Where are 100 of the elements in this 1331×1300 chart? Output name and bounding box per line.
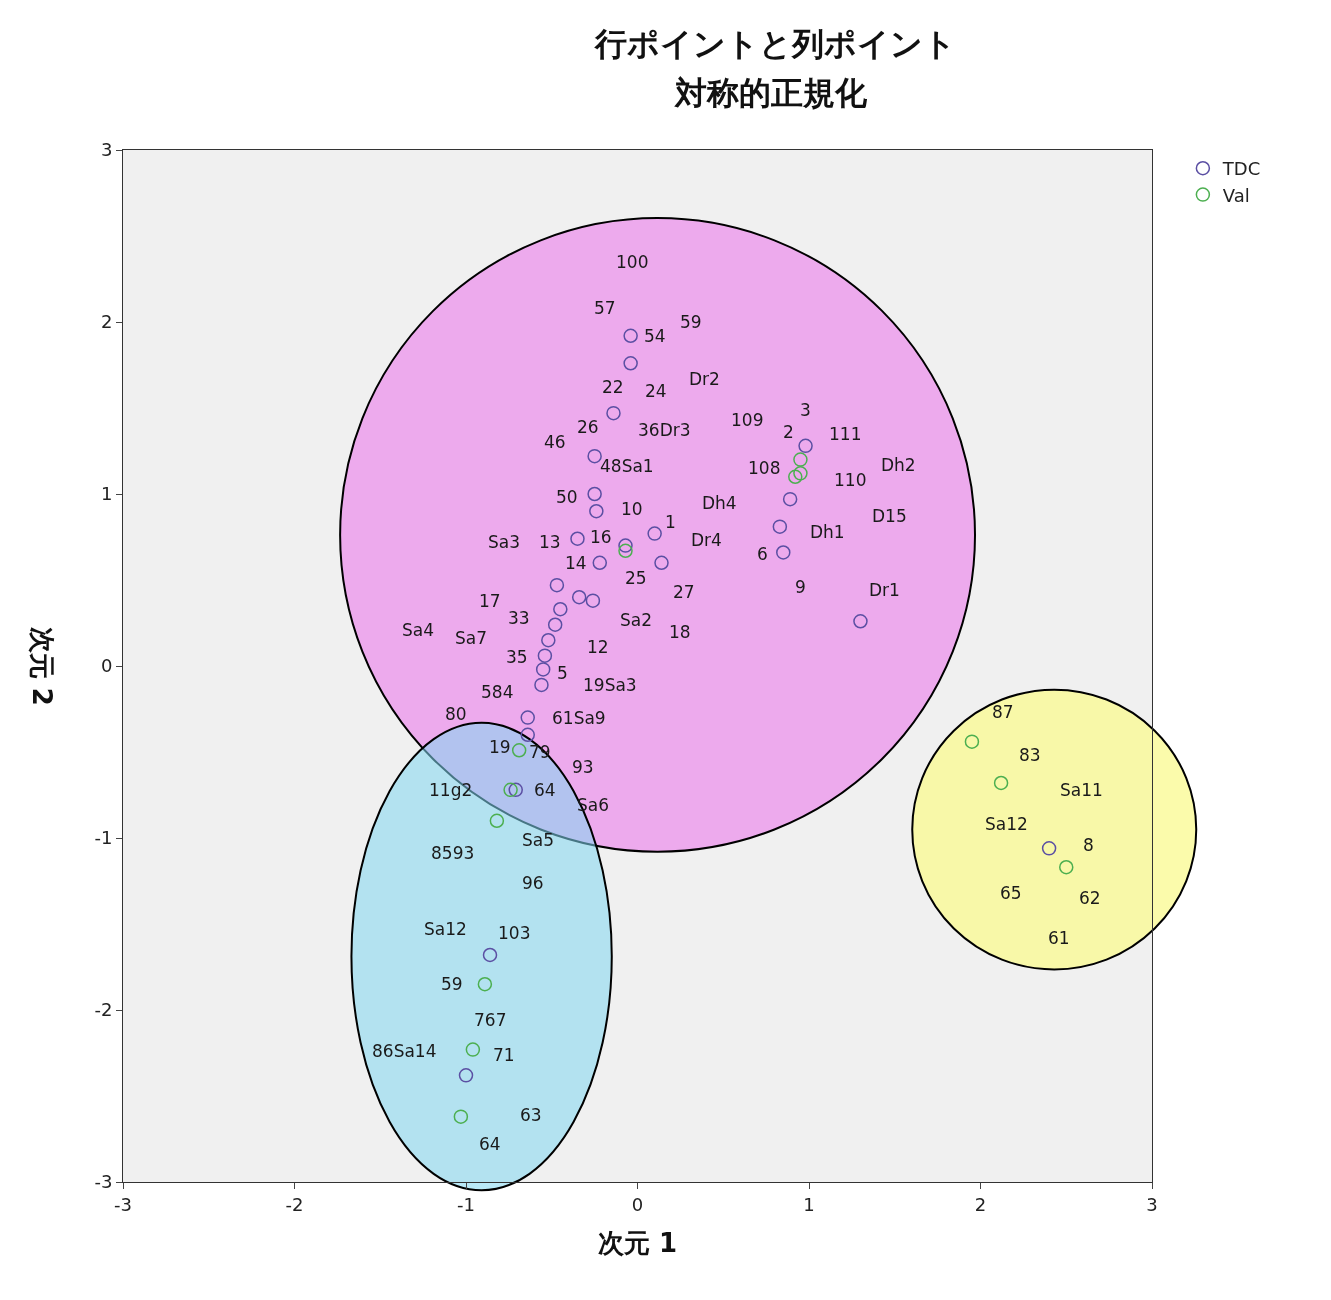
y-axis-title: 次元 2 (27, 626, 58, 706)
annotation: 63 (520, 1105, 542, 1125)
point (587, 486, 602, 502)
annotation: 83 (1019, 745, 1041, 765)
point (553, 601, 568, 617)
annotation: Dh2 (881, 455, 916, 475)
annotation: 64 (479, 1134, 501, 1154)
point (772, 519, 788, 534)
point (587, 448, 602, 464)
x-tick-label: 0 (631, 1193, 644, 1215)
annotation: 17 (479, 591, 501, 611)
annotation: 27 (673, 582, 695, 602)
annotation: Sa5 (522, 830, 555, 850)
annotation: Sa12 (985, 814, 1028, 834)
annotation: Dr1 (869, 580, 900, 600)
point (993, 775, 1009, 791)
annotation: 13 (539, 532, 561, 552)
annotation: 108 (748, 458, 781, 478)
annotation: 59 (441, 974, 463, 994)
annotation: 64 (534, 780, 556, 800)
annotation: Dh4 (702, 493, 737, 513)
y-tick-label: 1 (100, 483, 113, 505)
point (1059, 859, 1074, 875)
y-tick-label: -3 (94, 1171, 113, 1193)
annotation: 59 (680, 312, 702, 332)
x-tick-label: 3 (1146, 1193, 1158, 1215)
annotation: 22 (602, 377, 624, 397)
point (589, 503, 604, 519)
annotation: 9 (795, 577, 806, 597)
x-tick-label: -1 (457, 1193, 475, 1215)
annotation: 62 (1079, 888, 1101, 908)
point (549, 577, 565, 593)
chart-title: 行ポイントと列ポイント (594, 24, 957, 63)
y-tick-label: 3 (100, 139, 113, 161)
point (606, 405, 621, 421)
point (623, 328, 638, 343)
y-tick-label: -1 (94, 827, 113, 849)
point (520, 727, 535, 743)
point (508, 782, 523, 798)
annotation: 109 (731, 410, 764, 430)
point (535, 662, 551, 677)
annotation: Sa12 (424, 919, 467, 939)
annotation: 25 (625, 568, 647, 588)
annotation: 61 (1048, 928, 1070, 948)
point (520, 710, 535, 725)
annotation: 111 (829, 424, 862, 444)
point (465, 1042, 481, 1057)
point (618, 538, 633, 553)
annotation: 36Dr3 (638, 420, 691, 440)
annotation: 5 (557, 663, 568, 683)
annotation: 96 (522, 873, 544, 893)
annotation: 35 (506, 647, 528, 667)
annotation: 61Sa9 (552, 708, 606, 728)
annotation: Sa11 (1060, 780, 1103, 800)
annotation: 11g2 (429, 780, 473, 800)
legend-label: TDC (1221, 158, 1261, 180)
annotation: 87 (992, 702, 1014, 722)
point (793, 452, 808, 467)
point (453, 1109, 469, 1124)
point (537, 648, 553, 663)
annotation: 24 (645, 381, 667, 401)
annotation: 3 (800, 400, 811, 420)
point (853, 614, 868, 629)
x-tick-label: -3 (114, 1193, 132, 1215)
point (482, 947, 498, 963)
y-tick-label: -2 (94, 999, 113, 1021)
point (489, 813, 505, 829)
annotation: 93 (572, 757, 594, 777)
annotation: 54 (644, 326, 666, 346)
annotation: 103 (498, 923, 531, 943)
legend-label: Val (1222, 184, 1250, 206)
point (776, 545, 791, 560)
point (503, 782, 518, 798)
annotation: 14 (565, 553, 587, 573)
annotation: 71 (493, 1045, 515, 1065)
point (571, 589, 587, 605)
point (618, 543, 633, 558)
chart-subtitle: 対称的正規化 (674, 74, 868, 112)
annotation: 1 (665, 512, 676, 532)
point (782, 491, 798, 507)
x-axis-title: 次元 1 (597, 1228, 678, 1259)
annotation: 57 (594, 298, 616, 318)
point (592, 555, 608, 571)
annotation: 6 (757, 544, 768, 564)
point (585, 593, 601, 608)
y-tick-label: 2 (100, 311, 113, 333)
annotation: 2 (783, 422, 794, 442)
point (654, 555, 669, 571)
annotation: 86Sa14 (372, 1041, 437, 1061)
annotation: 100 (616, 252, 649, 272)
point (647, 526, 662, 541)
point (788, 469, 803, 485)
annotation: Dr4 (691, 530, 722, 550)
annotation: 16 (590, 527, 612, 547)
annotation: Sa4 (402, 620, 435, 640)
annotation: 19 (489, 737, 511, 757)
annotation: 33 (508, 608, 530, 628)
point (458, 1068, 474, 1083)
annotation: 48Sa1 (600, 456, 654, 476)
annotation: 110 (834, 470, 867, 490)
